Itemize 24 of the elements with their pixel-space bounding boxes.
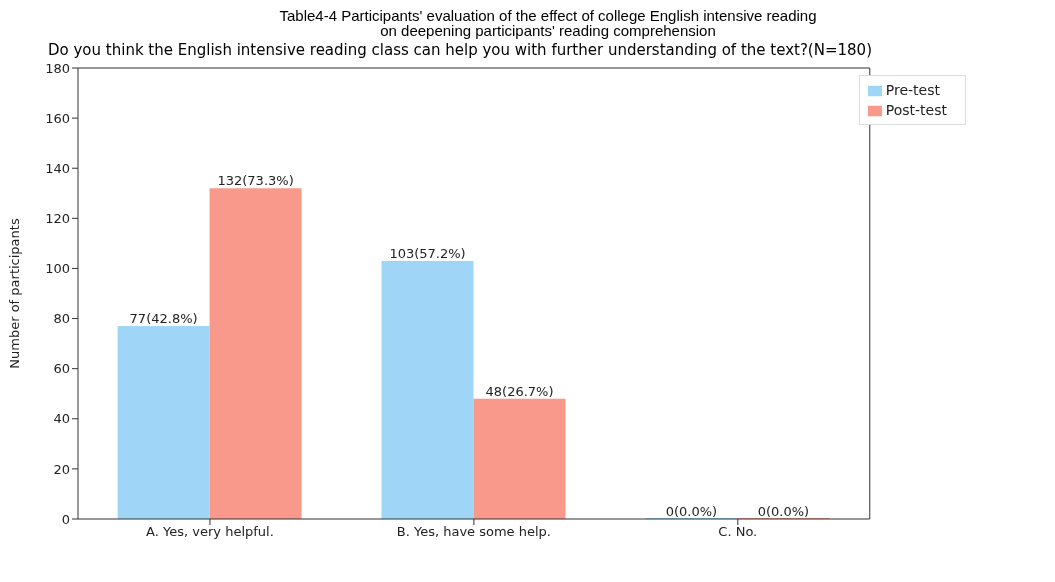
y-tick-label: 20 bbox=[53, 461, 70, 477]
data-label: 103(57.2%) bbox=[389, 245, 466, 261]
x-tick-label: A. Yes, very helpful. bbox=[146, 524, 274, 540]
x-tick-label: B. Yes, have some help. bbox=[396, 524, 551, 540]
data-label: 0(0.0%) bbox=[757, 504, 810, 519]
y-axis-title: Number of participants bbox=[6, 218, 22, 369]
data-label: 48(26.7%) bbox=[485, 383, 554, 399]
y-tick-label: 0 bbox=[61, 511, 70, 527]
legend-label: Pre-test bbox=[885, 82, 940, 98]
y-tick-label: 80 bbox=[53, 311, 70, 327]
chart-subtitle: Do you think the English intensive reading class can help you with further understanding of the text?(N=180) bbox=[48, 41, 873, 59]
chart-title: Table4-4 Participants' evaluation of the effect of college English intensive reading on deepening participants' reading comprehension bbox=[278, 7, 818, 39]
data-label: 77(42.8%) bbox=[129, 311, 198, 327]
y-tick-label: 120 bbox=[45, 210, 70, 226]
y-tick-label: 100 bbox=[45, 261, 70, 277]
y-tick-label: 160 bbox=[45, 110, 70, 126]
data-label: 0(0.0%) bbox=[665, 504, 718, 519]
x-tick-label: C. No. bbox=[718, 524, 758, 540]
y-tick-label: 60 bbox=[53, 361, 70, 377]
y-tick-label: 40 bbox=[53, 411, 70, 427]
y-tick-label: 180 bbox=[45, 60, 70, 76]
y-tick-label: 140 bbox=[45, 160, 70, 176]
data-label: 132(73.3%) bbox=[217, 173, 294, 189]
legend-label: Post-test bbox=[885, 102, 947, 118]
